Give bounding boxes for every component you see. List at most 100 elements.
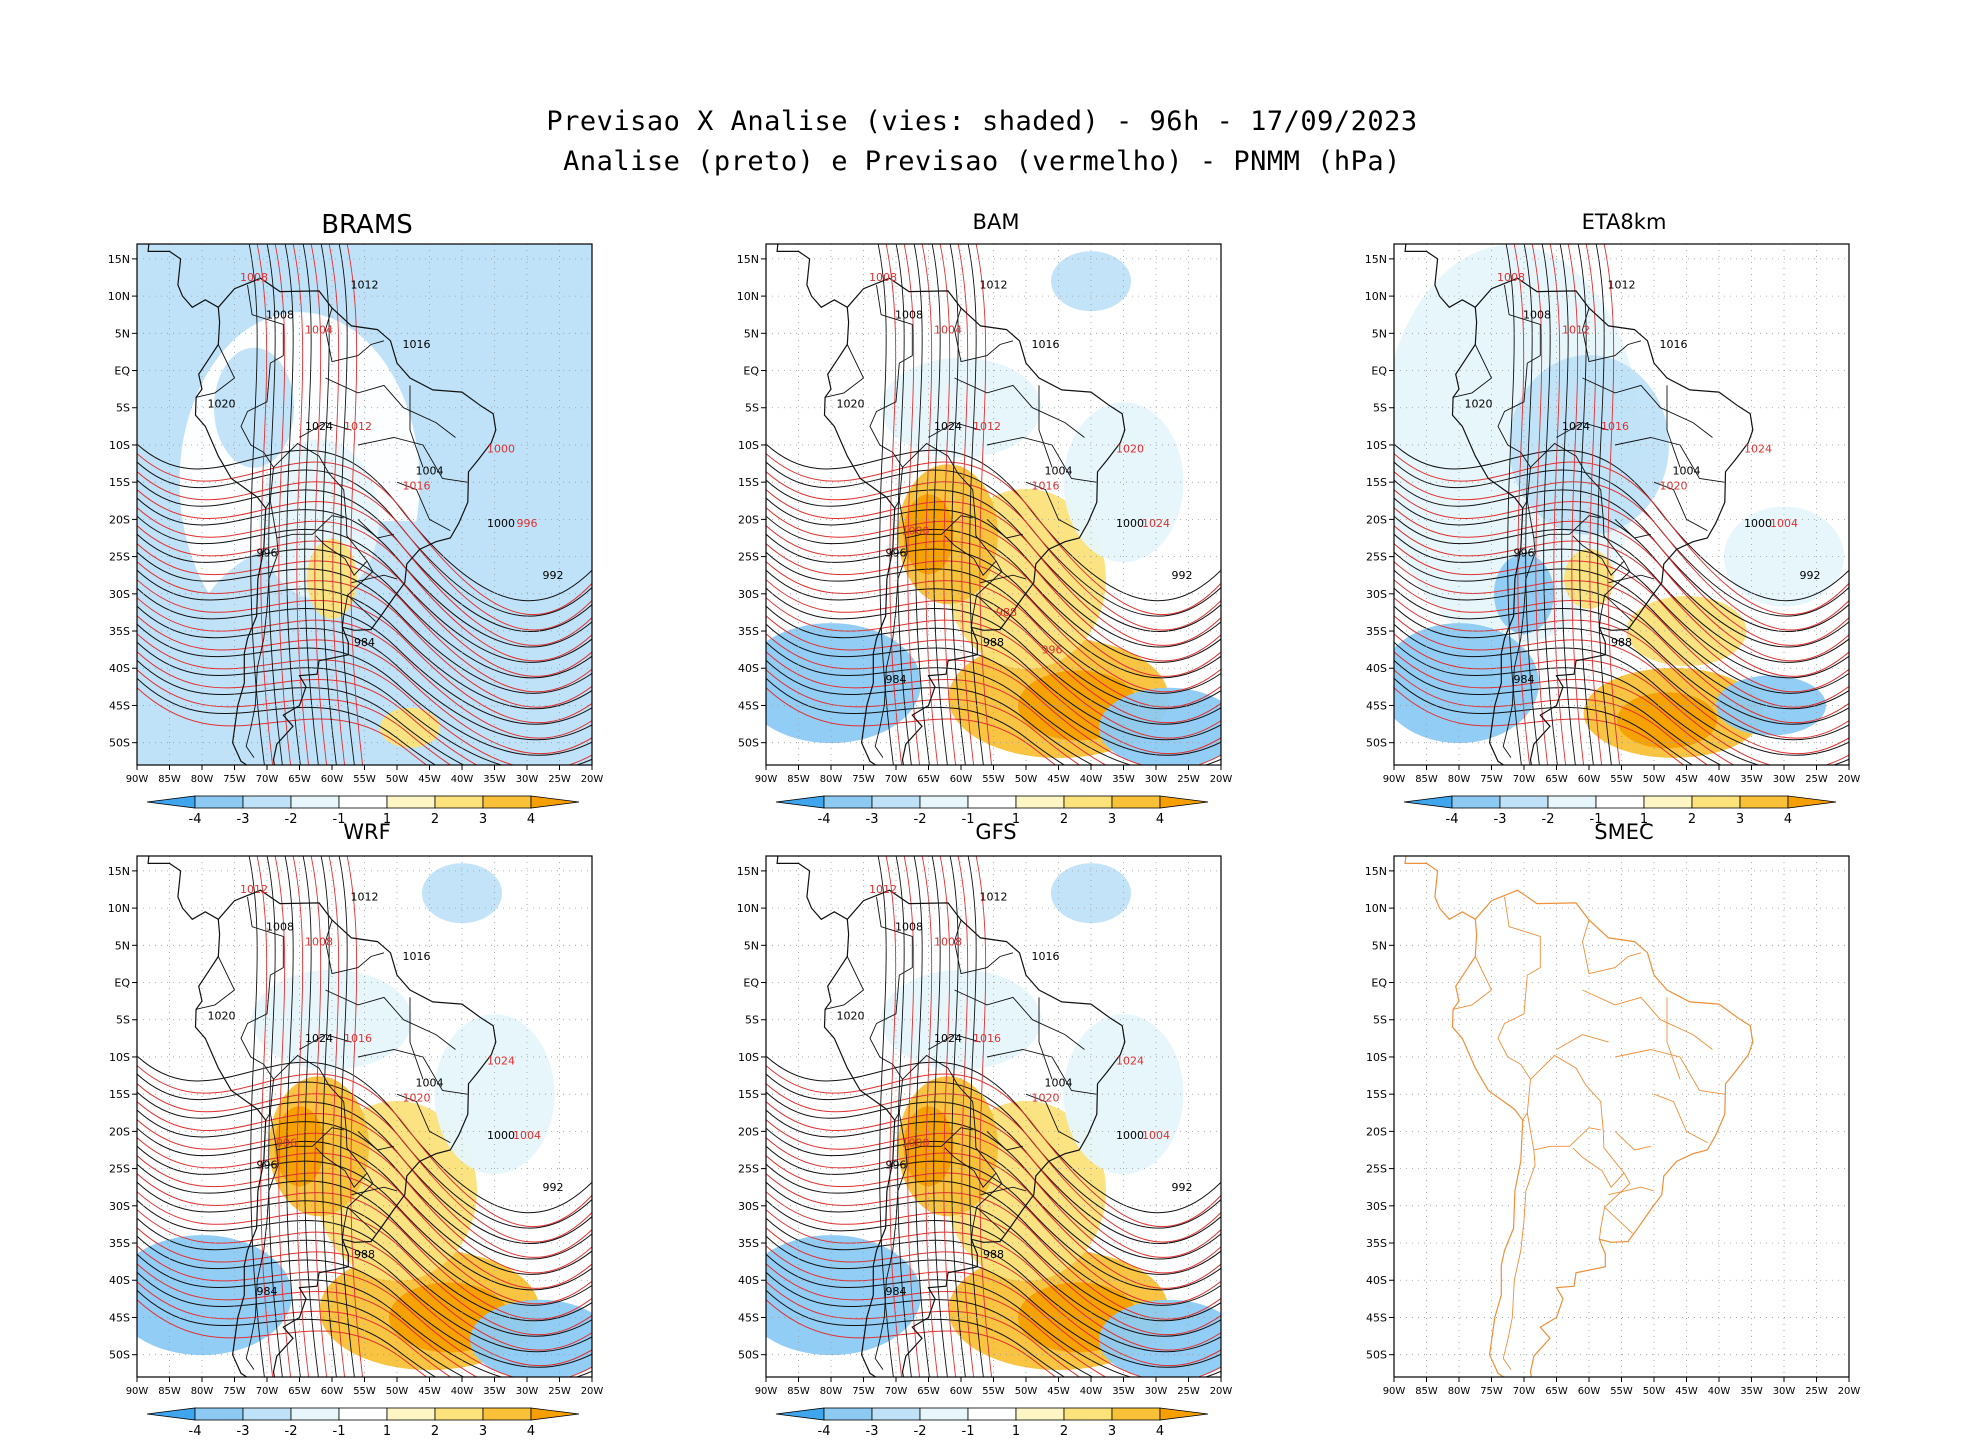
analysis-contour-label: 1000 bbox=[487, 1129, 515, 1142]
forecast-isobar bbox=[1513, 244, 1531, 765]
colorbar: -4 -3 -2 -1 1 2 3 4 bbox=[146, 795, 580, 827]
analysis-contour-label: 1008 bbox=[895, 308, 923, 321]
south-america-coastline bbox=[1451, 277, 1754, 765]
latitude-label: 15S bbox=[1366, 476, 1387, 489]
analysis-contour-label: 992 bbox=[543, 569, 564, 582]
colorbar-label: -4 bbox=[818, 1424, 831, 1439]
colorbar-label: 1 bbox=[383, 812, 391, 827]
latitude-label: 35S bbox=[109, 625, 130, 638]
analysis-isobar bbox=[1394, 461, 1849, 617]
analysis-isobar bbox=[1394, 605, 1849, 741]
longitude-label: 45W bbox=[418, 1386, 441, 1397]
country-border bbox=[325, 989, 456, 1050]
country-border bbox=[1502, 1149, 1536, 1370]
country-border bbox=[1614, 1131, 1651, 1151]
longitude-label: 35W bbox=[1740, 774, 1763, 785]
forecast-isobar bbox=[137, 614, 592, 755]
analysis-isobar bbox=[248, 856, 265, 1377]
forecast-isobar bbox=[137, 470, 592, 631]
bias-shade bbox=[1051, 251, 1131, 312]
country-border bbox=[351, 574, 398, 584]
longitude-label: 60W bbox=[321, 774, 344, 785]
country-border bbox=[986, 1131, 1023, 1151]
analysis-isobar bbox=[766, 1073, 1221, 1229]
analysis-contour-label: 996 bbox=[1514, 547, 1535, 560]
forecast-isobar bbox=[137, 632, 592, 765]
forecast-isobar bbox=[766, 650, 1107, 765]
colorbar-label: 2 bbox=[431, 812, 439, 827]
forecast-isobar bbox=[766, 1262, 1107, 1377]
analysis-contour-label: 1008 bbox=[895, 920, 923, 933]
forecast-contour-label: 1004 bbox=[1770, 517, 1798, 530]
forecast-contour-label: 1012 bbox=[344, 420, 372, 433]
longitude-label: 75W bbox=[1480, 1386, 1503, 1397]
colorbar-segment bbox=[1451, 795, 1501, 809]
latitude-label: 40S bbox=[1366, 1274, 1387, 1287]
forecast-isobar bbox=[1531, 244, 1549, 765]
bias-shade bbox=[1626, 596, 1747, 667]
longitude-label: 70W bbox=[885, 774, 908, 785]
longitude-label: 70W bbox=[1513, 774, 1536, 785]
latitude-label: 50S bbox=[109, 737, 130, 750]
forecast-isobar bbox=[766, 668, 1081, 765]
analysis-isobar bbox=[766, 569, 1221, 710]
analysis-isobar bbox=[766, 533, 1221, 679]
latitude-label: 20S bbox=[1366, 1125, 1387, 1138]
colorbar-segment bbox=[386, 795, 436, 809]
country-border bbox=[874, 1149, 908, 1370]
analysis-contour-label: 1012 bbox=[1608, 279, 1636, 292]
colorbar-label: -4 bbox=[1446, 812, 1459, 827]
latitude-label: 5S bbox=[116, 402, 130, 415]
country-border bbox=[1653, 1093, 1708, 1143]
latitude-label: 5S bbox=[1373, 1014, 1387, 1027]
latitude-label: 45S bbox=[109, 1311, 130, 1324]
forecast-isobar bbox=[310, 244, 328, 765]
longitude-label: 55W bbox=[353, 1386, 376, 1397]
analysis-contour-label: 988 bbox=[983, 1248, 1004, 1261]
colorbar-label: 4 bbox=[1784, 812, 1792, 827]
country-border bbox=[869, 284, 913, 468]
country-border bbox=[195, 956, 236, 1010]
longitude-label: 80W bbox=[191, 1386, 214, 1397]
latitude-label: 15N bbox=[737, 253, 759, 266]
country-border bbox=[396, 481, 451, 531]
central-america-coastline bbox=[1404, 244, 1476, 309]
colorbar-segment bbox=[1159, 1407, 1209, 1421]
latitude-label: 10S bbox=[1366, 439, 1387, 452]
forecast-isobar bbox=[885, 244, 903, 765]
country-border bbox=[269, 500, 344, 539]
analysis-isobar bbox=[766, 623, 1221, 756]
analysis-isobar bbox=[1394, 641, 1849, 765]
longitude-label: 20W bbox=[581, 1386, 604, 1397]
analysis-isobar bbox=[766, 1199, 1221, 1337]
longitude-label: 25W bbox=[1177, 1386, 1200, 1397]
longitude-label: 40W bbox=[1080, 1386, 1103, 1397]
analysis-contour-label: 1004 bbox=[1045, 465, 1073, 478]
forecast-contour-label: 1016 bbox=[1601, 420, 1629, 433]
forecast-isobar bbox=[137, 1244, 592, 1377]
longitude-label: 40W bbox=[451, 1386, 474, 1397]
longitude-label: 55W bbox=[1610, 774, 1633, 785]
forecast-isobar bbox=[137, 1064, 592, 1228]
latitude-label: 30S bbox=[1366, 588, 1387, 601]
forecast-contour-label: 1016 bbox=[344, 1032, 372, 1045]
longitude-label: 30W bbox=[1145, 1386, 1168, 1397]
analysis-isobar bbox=[248, 244, 265, 765]
colorbar-segment bbox=[1111, 795, 1161, 809]
longitude-label: 85W bbox=[158, 1386, 181, 1397]
country-border bbox=[409, 385, 424, 468]
latitude-label: 15N bbox=[108, 865, 130, 878]
colorbar-label: -2 bbox=[1542, 812, 1555, 827]
country-border bbox=[1598, 595, 1606, 628]
longitude-label: 70W bbox=[1513, 1386, 1536, 1397]
colorbar-segment bbox=[967, 1407, 1017, 1421]
colorbar-label: -1 bbox=[333, 812, 346, 827]
latitude-label: 45S bbox=[1366, 1311, 1387, 1324]
analysis-isobar bbox=[137, 1199, 592, 1337]
analysis-contour-label: 988 bbox=[1611, 636, 1632, 649]
forecast-isobar bbox=[766, 1226, 1221, 1367]
country-border bbox=[325, 919, 385, 975]
latitude-label: 20S bbox=[109, 513, 130, 526]
country-border bbox=[299, 422, 352, 438]
colorbar-label: -3 bbox=[237, 1424, 250, 1439]
